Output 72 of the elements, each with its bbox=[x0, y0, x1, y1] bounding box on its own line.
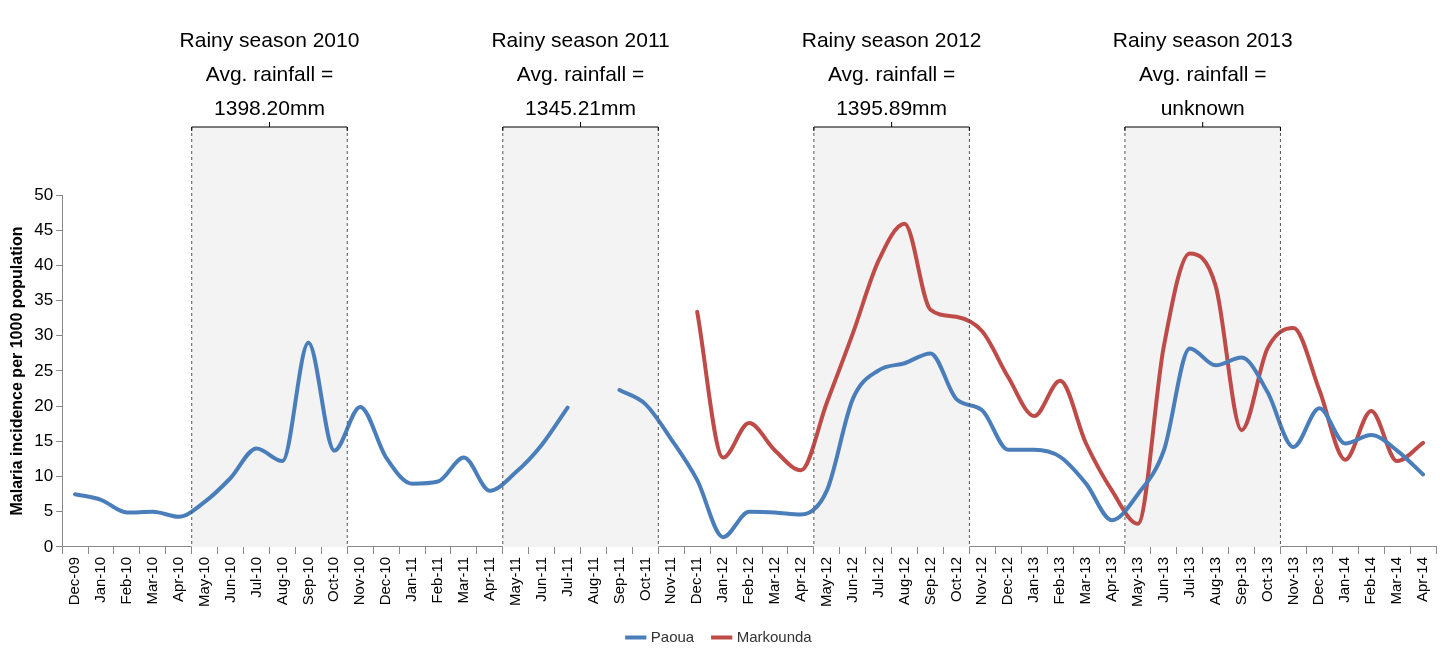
x-tick-label: Feb-13 bbox=[1050, 556, 1068, 605]
x-tick-label: Nov-13 bbox=[1283, 556, 1301, 606]
x-tick-label: Jun-10 bbox=[220, 556, 238, 603]
x-tick-label: Jun-12 bbox=[842, 556, 860, 603]
y-tick-label: 20 bbox=[34, 395, 54, 415]
x-tick-label: Nov-12 bbox=[972, 556, 990, 606]
x-tick-label: Jan-11 bbox=[402, 556, 420, 602]
y-axis-title: Malaria incidence per 1000 population bbox=[8, 226, 26, 516]
x-tick-label: May-13 bbox=[1128, 556, 1146, 608]
x-tick-label: Dec-13 bbox=[1309, 556, 1327, 606]
x-tick-label: Aug-11 bbox=[583, 556, 601, 605]
x-tick-label: Jan-14 bbox=[1335, 556, 1353, 603]
legend-label: Markounda bbox=[736, 627, 813, 645]
x-tick-label: Mar-11 bbox=[454, 556, 472, 604]
x-tick-label: Dec-11 bbox=[687, 556, 705, 605]
x-tick-label: Dec-10 bbox=[376, 556, 394, 606]
x-tick-label: May-10 bbox=[194, 556, 212, 608]
x-tick-label: Apr-13 bbox=[1102, 556, 1120, 603]
x-tick-label: Jul-11 bbox=[557, 556, 575, 597]
x-tick-label: Mar-13 bbox=[1076, 556, 1094, 605]
y-tick-label: 35 bbox=[34, 290, 54, 310]
x-tick-label: Apr-12 bbox=[791, 556, 809, 603]
x-tick-label: Oct-12 bbox=[946, 556, 964, 602]
band-label: Rainy season 2011 Avg. rainfall = 1345.21mm bbox=[491, 28, 670, 119]
y-tick-label: 0 bbox=[43, 536, 54, 556]
x-tick-label: Sep-12 bbox=[920, 556, 938, 606]
y-tick-label: 30 bbox=[34, 325, 54, 345]
band-label: Rainy season 2012 Avg. rainfall = 1395.89mm bbox=[801, 28, 982, 119]
line-series bbox=[695, 221, 1426, 526]
x-tick-label: Aug-10 bbox=[272, 556, 290, 606]
x-tick-label: Oct-11 bbox=[635, 556, 653, 601]
x-tick-label: Nov-11 bbox=[661, 556, 679, 605]
x-tick-label: Jul-12 bbox=[868, 556, 886, 598]
x-tick-label: Nov-10 bbox=[350, 556, 368, 606]
y-tick-label: 15 bbox=[34, 431, 54, 451]
y-tick-label: 10 bbox=[34, 466, 54, 486]
x-tick-label: Apr-14 bbox=[1413, 556, 1431, 603]
y-tick-label: 45 bbox=[34, 219, 54, 239]
band-label: Rainy season 2010 Avg. rainfall = 1398.20mm bbox=[179, 28, 360, 119]
x-tick-label: Dec-12 bbox=[998, 556, 1016, 606]
x-tick-label: Oct-13 bbox=[1257, 556, 1275, 602]
y-tick-label: 40 bbox=[34, 255, 54, 275]
x-tick-label: Dec-09 bbox=[65, 556, 83, 606]
x-tick-label: Mar-12 bbox=[765, 556, 783, 605]
x-tick-label: Feb-14 bbox=[1361, 556, 1379, 605]
x-tick-label: Apr-11 bbox=[479, 556, 497, 601]
x-tick-label: Aug-13 bbox=[1205, 556, 1223, 606]
x-tick-label: May-11 bbox=[505, 556, 523, 606]
x-tick-label: Jun-11 bbox=[531, 556, 549, 602]
y-tick-label: 50 bbox=[34, 184, 54, 204]
x-tick-label: Jul-13 bbox=[1179, 556, 1197, 598]
y-tick-label: 25 bbox=[34, 360, 54, 380]
x-tick-label: Jan-10 bbox=[91, 556, 109, 603]
legend-label: Paoua bbox=[650, 627, 695, 645]
x-tick-label: Sep-10 bbox=[298, 556, 316, 606]
x-tick-label: Feb-11 bbox=[428, 556, 446, 604]
y-tick-label: 5 bbox=[43, 501, 54, 521]
x-tick-label: Feb-10 bbox=[117, 556, 135, 605]
x-tick-label: Jul-10 bbox=[246, 556, 264, 598]
x-tick-label: Jun-13 bbox=[1153, 556, 1171, 603]
x-tick-label: Feb-12 bbox=[739, 556, 757, 605]
x-tick-label: Aug-12 bbox=[894, 556, 912, 606]
x-tick-label: Oct-10 bbox=[324, 556, 342, 602]
band-label: Rainy season 2013 Avg. rainfall = unknown bbox=[1112, 28, 1293, 119]
x-tick-label: May-12 bbox=[816, 556, 834, 608]
x-tick-label: Sep-11 bbox=[609, 556, 627, 605]
x-tick-label: Mar-14 bbox=[1387, 556, 1405, 605]
x-tick-label: Jan-13 bbox=[1024, 556, 1042, 603]
x-tick-label: Sep-13 bbox=[1231, 556, 1249, 606]
x-tick-label: Jan-12 bbox=[713, 556, 731, 603]
x-tick-label: Mar-10 bbox=[142, 556, 160, 605]
x-tick-label: Apr-10 bbox=[168, 556, 186, 603]
